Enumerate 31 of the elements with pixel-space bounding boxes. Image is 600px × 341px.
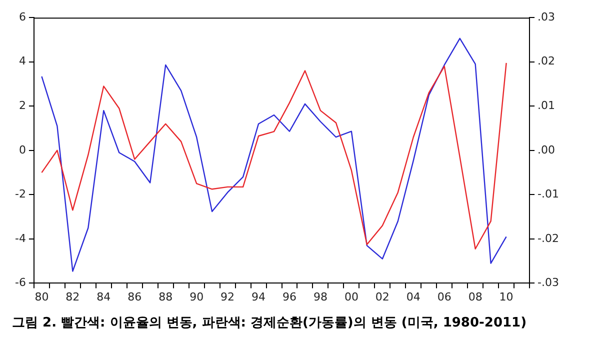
x-tick-label: 82 xyxy=(66,290,80,304)
x-tick-label: 10 xyxy=(499,290,514,304)
y2-tick-label: .02 xyxy=(538,54,556,68)
y-tick-label: -6 xyxy=(15,276,26,290)
x-tick-label: 06 xyxy=(437,290,452,304)
y-tick-label: 0 xyxy=(18,143,26,156)
x-tick-label: 00 xyxy=(344,290,358,304)
y-tick-label: 6 xyxy=(18,10,26,24)
x-tick-label: 08 xyxy=(468,290,482,304)
y2-tick-label: .01 xyxy=(538,98,556,112)
x-tick-label: 04 xyxy=(406,290,420,304)
x-tick-label: 94 xyxy=(252,290,266,304)
x-tick-label: 86 xyxy=(128,290,142,304)
y-tick-label: 2 xyxy=(18,98,26,112)
x-tick-label: 98 xyxy=(313,290,328,304)
y-tick-label: -4 xyxy=(15,232,26,245)
x-tick-label: 80 xyxy=(34,290,49,304)
y2-tick-label: -.01 xyxy=(538,188,560,201)
y2-tick-label: .03 xyxy=(538,10,556,24)
text: 그림 2. 빨간색: 이윤율의 변동, 파란색: 경제순환(가동률)의 변동 (미국, 1980-2011) xyxy=(12,316,527,331)
y2-tick-label: .00 xyxy=(538,143,556,156)
x-tick-label: 90 xyxy=(190,290,204,304)
x-tick-label: 96 xyxy=(282,290,296,304)
x-tick-label: 88 xyxy=(158,290,173,304)
y2-tick-label: -.03 xyxy=(538,276,560,290)
y-tick-label: -2 xyxy=(15,188,26,201)
x-tick-label: 02 xyxy=(375,290,390,304)
x-tick-label: 84 xyxy=(96,290,111,304)
y-tick-label: 4 xyxy=(18,54,26,68)
x-tick-label: 92 xyxy=(220,290,235,304)
y2-tick-label: -.02 xyxy=(538,232,560,245)
